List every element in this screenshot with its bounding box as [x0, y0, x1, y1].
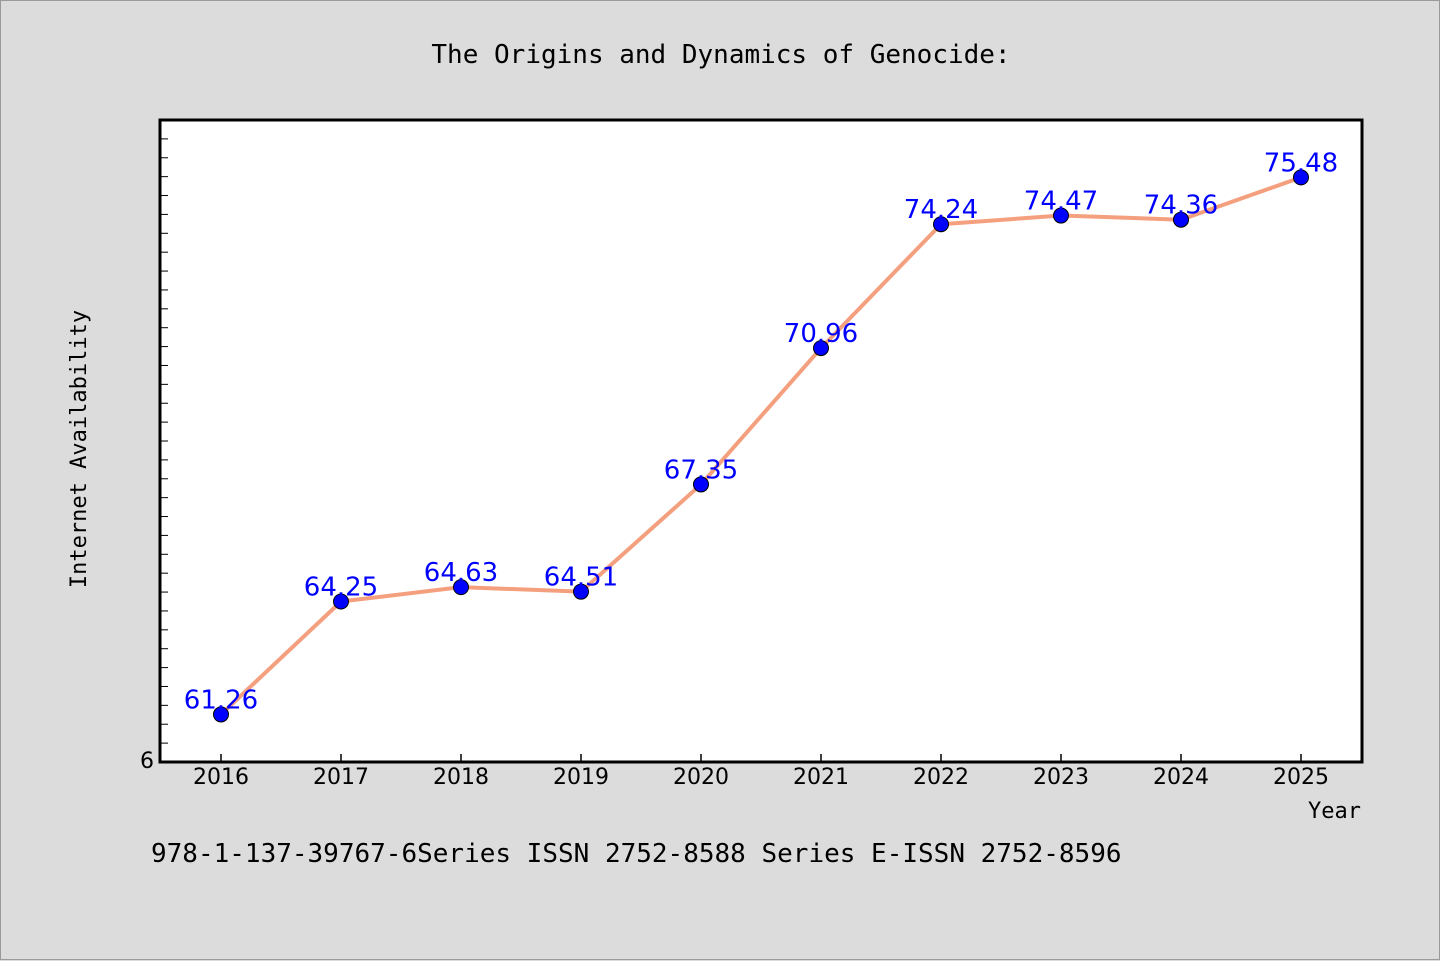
data-value-label: 74.47: [1024, 187, 1098, 217]
chart-title: The Origins and Dynamics of Genocide:: [431, 40, 1010, 70]
data-value-label: 74.24: [904, 195, 978, 225]
data-point-marker: [693, 476, 709, 493]
data-point-marker: [573, 583, 589, 600]
x-tick-label: 2018: [433, 765, 489, 790]
x-axis-label: Year: [1308, 799, 1361, 824]
data-value-label: 64.25: [304, 573, 378, 603]
x-tick-label: 2025: [1273, 765, 1329, 790]
x-tick-label: 2020: [673, 765, 729, 790]
footer-isbn-issn: 978-1-137-39767-6Series ISSN 2752-8588 S…: [151, 839, 1122, 869]
data-value-label: 70.96: [784, 319, 858, 349]
x-tick-label: 2024: [1153, 765, 1209, 790]
data-point-marker: [1293, 169, 1309, 186]
x-tick-label: 2016: [193, 765, 249, 790]
x-tick-label: 2017: [313, 765, 369, 790]
data-point-marker: [453, 579, 469, 596]
x-axis-ticks: [220, 754, 1302, 762]
x-tick-label: 2023: [1033, 765, 1089, 790]
data-value-label: 67.35: [664, 455, 738, 485]
data-point-marker: [1053, 207, 1069, 224]
data-point-marker: [813, 340, 829, 357]
x-tick-label: 2019: [553, 765, 609, 790]
data-point-marker: [333, 593, 349, 610]
data-value-label: 64.51: [544, 563, 618, 593]
x-tick-labels: 2016 2017 2018 2019 2020 2021 2022 2023 2024 2025: [193, 765, 1329, 790]
y-tick-label: 6: [140, 749, 154, 774]
data-value-label: 61.26: [184, 685, 258, 715]
data-value-label: 64.63: [424, 558, 498, 588]
data-point-marker: [1173, 211, 1189, 228]
x-tick-label: 2021: [793, 765, 849, 790]
plot-area: [158, 118, 1364, 764]
series-markers: [213, 169, 1309, 723]
data-point-marker: [213, 706, 229, 723]
series-line: [219, 175, 1303, 717]
x-tick-label: 2022: [913, 765, 969, 790]
y-axis-ticks: [160, 138, 168, 744]
data-value-label: 75.48: [1264, 148, 1338, 178]
data-point-marker: [933, 216, 949, 233]
data-labels: 61.26 64.25 64.63 64.51 67.35 70.96 74.24 74.47…: [184, 148, 1338, 715]
y-axis-label: Internet Availability: [67, 310, 92, 588]
series-line-group: [219, 175, 1303, 717]
data-value-label: 74.36: [1144, 191, 1218, 221]
